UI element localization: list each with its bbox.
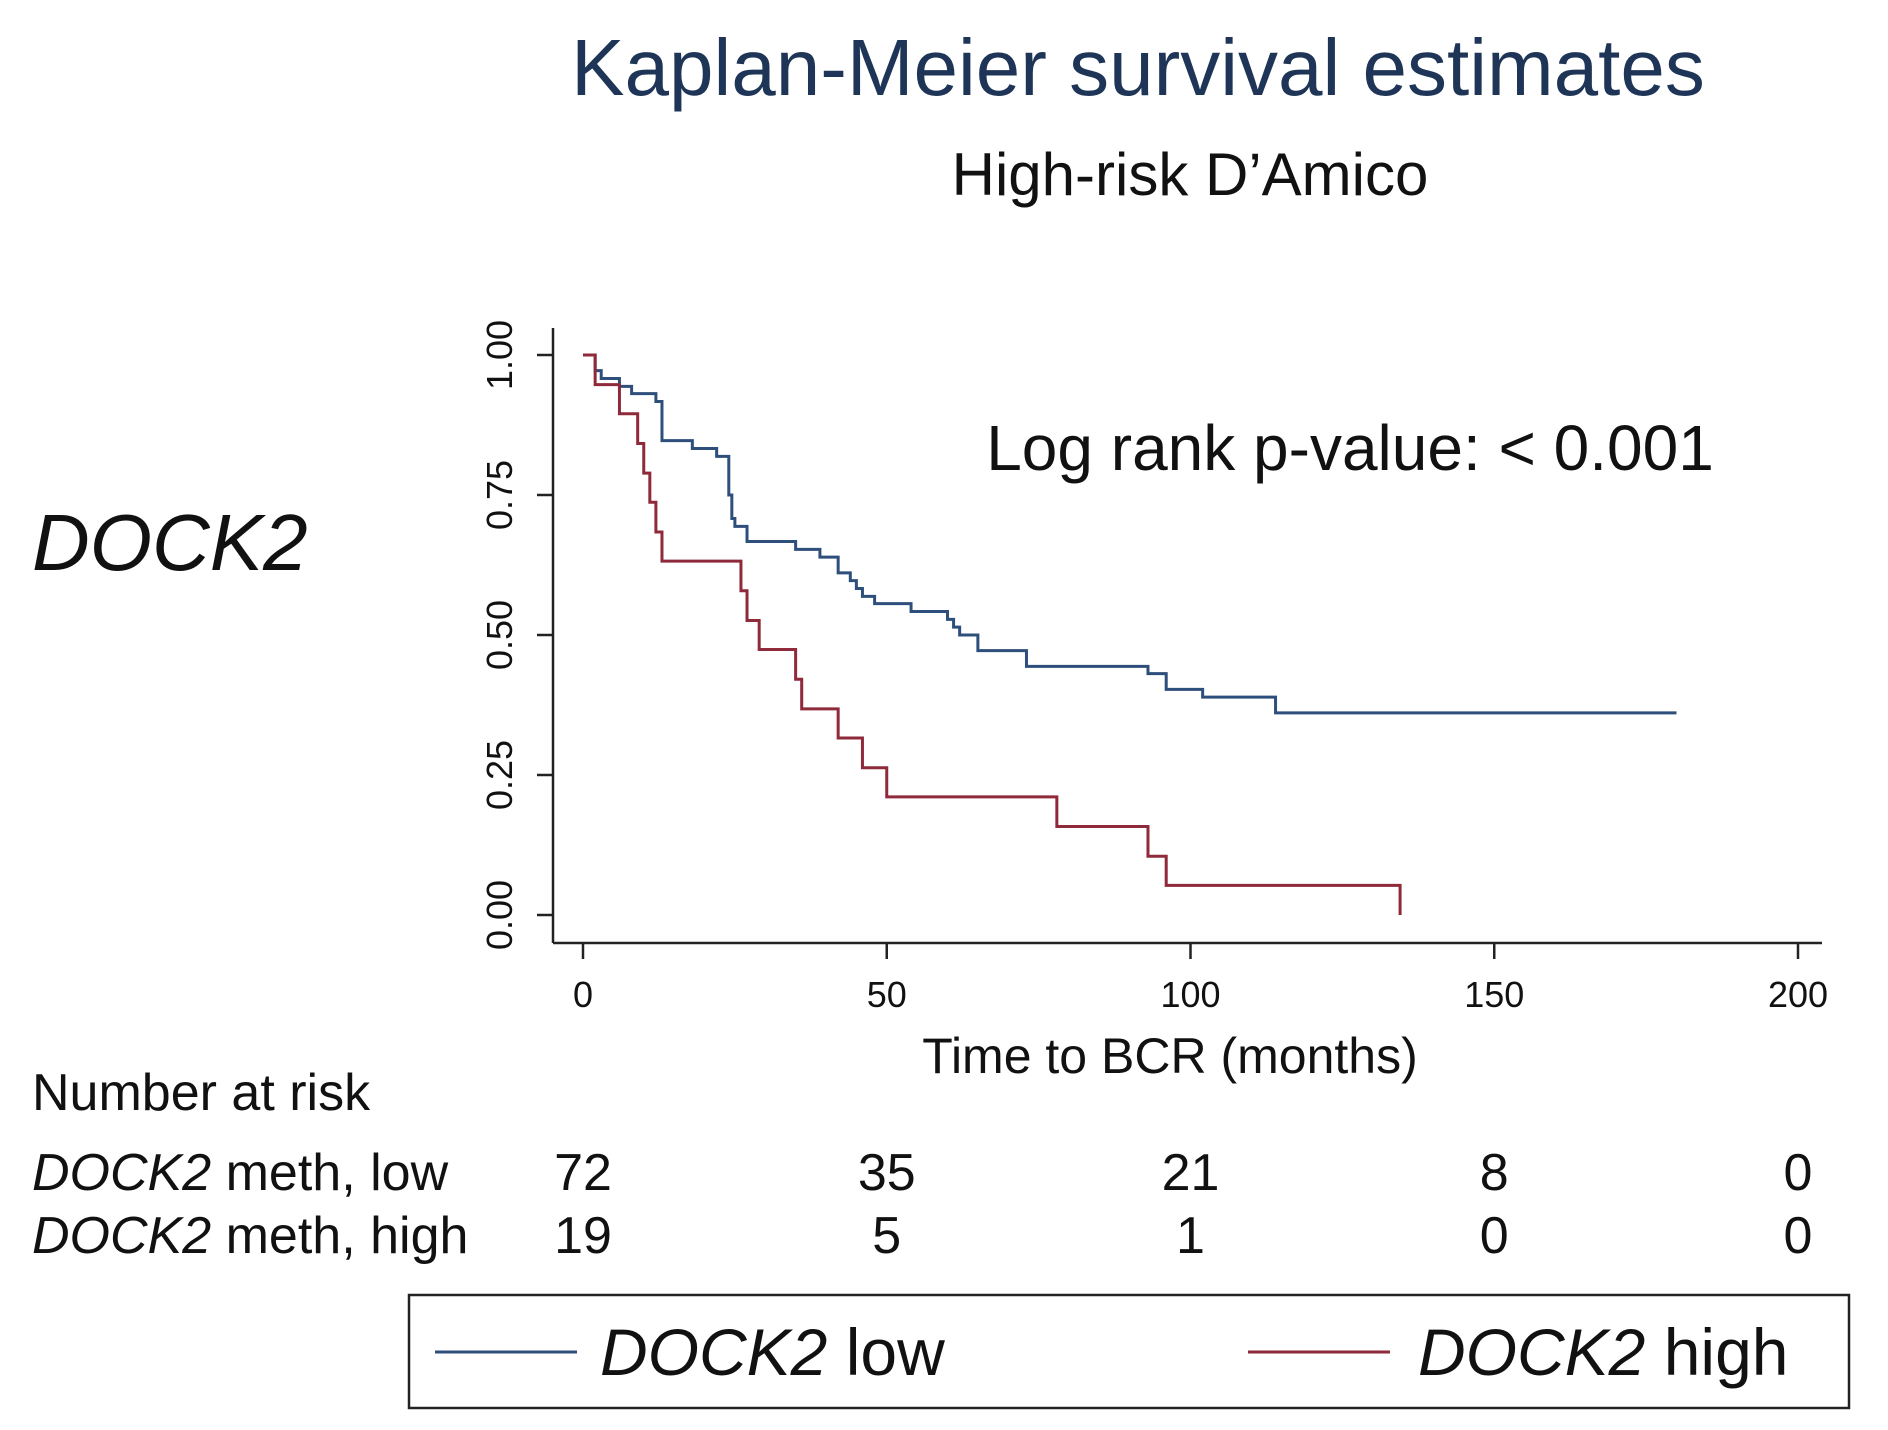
risk-values: 72 35 21 8 019 5 1 0 0 (554, 1144, 1812, 1265)
x-tick-label: 200 (1768, 974, 1828, 1015)
x-tick-label: 0 (573, 974, 593, 1015)
series-line-dock2-low (583, 353, 1677, 715)
risk-value: 21 (1162, 1144, 1220, 1202)
risk-table-title: Number at risk (32, 1064, 371, 1122)
risk-value: 8 (1480, 1144, 1509, 1202)
risk-value: 35 (858, 1144, 916, 1202)
risk-row-high-gene: DOCK2 (32, 1207, 211, 1265)
x-tick-label: 150 (1464, 974, 1524, 1015)
legend-box (407, 1293, 1851, 1410)
risk-row-low-label: DOCK2 meth, low (32, 1144, 449, 1202)
chart-subtitle: High-risk D’Amico (952, 141, 1429, 208)
risk-value: 19 (554, 1207, 612, 1265)
y-tick-label: 0.50 (479, 600, 520, 670)
legend-high-suffix: high (1645, 1315, 1788, 1389)
y-tick-label: 0.75 (479, 460, 520, 530)
risk-row-low-gene: DOCK2 (32, 1144, 211, 1202)
y-tick-label: 0.00 (479, 880, 520, 950)
risk-value: 0 (1784, 1207, 1813, 1265)
risk-value: 1 (1176, 1207, 1205, 1265)
risk-value: 0 (1480, 1207, 1509, 1265)
risk-row-high-label: DOCK2 meth, high (32, 1207, 468, 1265)
x-tick-label: 100 (1160, 974, 1220, 1015)
chart-title: Kaplan-Meier survival estimates (571, 23, 1705, 112)
y-ticks: 0.00 0.25 0.50 0.75 1.00 (479, 320, 553, 950)
survival-curves (583, 353, 1677, 915)
legend-label-high: DOCK2 high (1418, 1315, 1789, 1389)
x-tick-label: 50 (867, 974, 907, 1015)
risk-value: 0 (1784, 1144, 1813, 1202)
risk-row-low-desc: meth, low (211, 1144, 448, 1202)
y-tick-label: 0.25 (479, 740, 520, 810)
risk-value: 5 (872, 1207, 901, 1265)
series-line-dock2-high (583, 353, 1402, 915)
risk-value: 72 (554, 1144, 612, 1202)
x-ticks: 0 50 100 150 200 (573, 943, 1828, 1015)
legend-low-suffix: low (827, 1315, 945, 1389)
x-axis-title: Time to BCR (months) (922, 1028, 1417, 1084)
legend-label-low: DOCK2 low (600, 1315, 945, 1389)
log-rank-annotation: Log rank p-value: < 0.001 (986, 412, 1714, 484)
risk-row-high-desc: meth, high (211, 1207, 468, 1265)
legend-high-gene: DOCK2 (1418, 1315, 1645, 1389)
y-tick-label: 1.00 (479, 320, 520, 390)
gene-label: DOCK2 (32, 498, 308, 587)
legend-low-gene: DOCK2 (600, 1315, 827, 1389)
